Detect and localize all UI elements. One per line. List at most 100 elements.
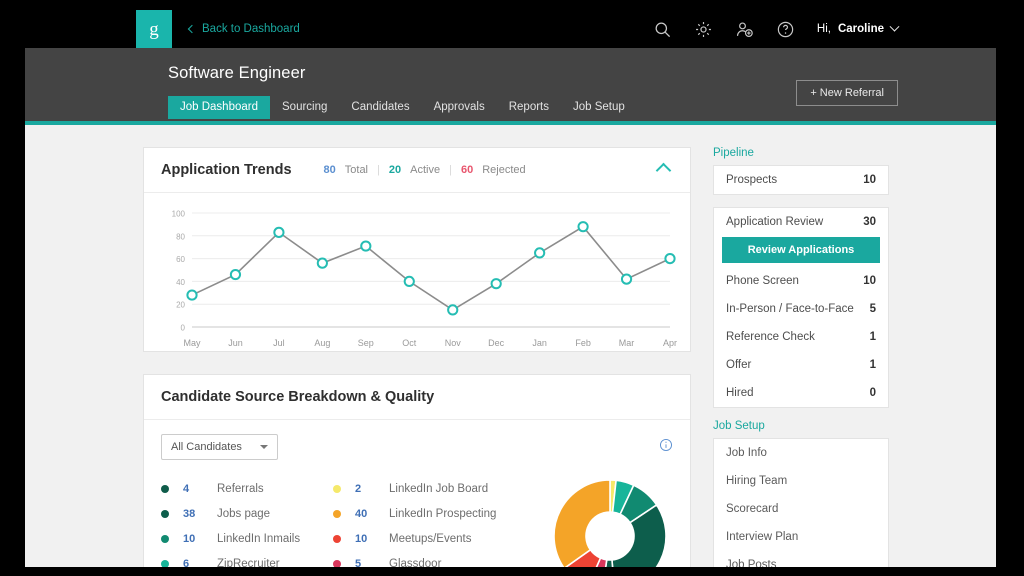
app-logo[interactable]: g (136, 10, 172, 48)
list-item[interactable]: 38 Jobs page (161, 501, 333, 526)
gear-icon[interactable] (694, 20, 713, 39)
stage-label: Phone Screen (726, 275, 799, 287)
svg-text:Dec: Dec (488, 338, 505, 348)
stage-count: 1 (869, 331, 876, 343)
topbar-actions: Hi, Caroline (653, 20, 900, 39)
stat-total-value: 80 (323, 164, 336, 176)
sidebar-item-offer[interactable]: Offer 1 (714, 351, 888, 379)
sidebar-item-job-posts[interactable]: Job Posts (726, 559, 777, 567)
application-trends-title: Application Trends (161, 162, 292, 178)
tab-approvals[interactable]: Approvals (433, 101, 485, 113)
stat-rejected-value: 60 (460, 164, 474, 176)
back-to-dashboard-label: Back to Dashboard (202, 23, 300, 35)
list-item[interactable]: 2 LinkedIn Job Board (333, 476, 505, 501)
stat-separator-2: | (449, 164, 452, 176)
svg-text:Jan: Jan (532, 338, 547, 348)
svg-text:Oct: Oct (402, 338, 417, 348)
source-legend-left: 4 Referrals 38 Jobs page (161, 476, 333, 567)
svg-text:80: 80 (176, 232, 185, 241)
sidebar-item-hiring-team[interactable]: Hiring Team (726, 475, 788, 487)
donut-chart-svg (553, 479, 667, 567)
source-legend-right: 2 LinkedIn Job Board 40 LinkedIn Prospec… (333, 476, 505, 567)
stage-count: 5 (869, 303, 876, 315)
source-legend: 4 Referrals 38 Jobs page (161, 476, 547, 567)
legend-color-dot (333, 534, 341, 543)
legend-label: LinkedIn Inmails (217, 532, 301, 545)
greeting-prefix: Hi, (816, 23, 831, 35)
prospects-count: 10 (863, 174, 876, 186)
stat-total-label: Total (344, 164, 369, 176)
tab-job-setup[interactable]: Job Setup (573, 101, 625, 113)
stage-count: 0 (869, 387, 876, 399)
legend-color-dot (161, 509, 169, 518)
add-person-icon[interactable] (735, 20, 754, 39)
list-item[interactable]: 6 ZipRecruiter (161, 551, 333, 567)
svg-text:60: 60 (176, 255, 185, 264)
stage-count: 10 (863, 275, 876, 287)
legend-color-dot (161, 534, 169, 543)
prospects-label: Prospects (726, 174, 778, 186)
legend-value: 10 (183, 532, 196, 545)
list-item[interactable]: 10 LinkedIn Inmails (161, 526, 333, 551)
legend-label: Referrals (217, 482, 264, 495)
sidebar-item-scorecard[interactable]: Scorecard (726, 503, 779, 515)
stage-count: 1 (869, 359, 876, 371)
sidebar: Pipeline Prospects 10 Application Review… (713, 147, 889, 567)
legend-value: 40 (355, 507, 368, 520)
tab-reports[interactable]: Reports (508, 101, 549, 113)
svg-text:Aug: Aug (314, 338, 330, 348)
candidate-filter-select[interactable]: All Candidates (161, 434, 278, 460)
legend-label: LinkedIn Prospecting (389, 507, 497, 520)
tab-job-dashboard[interactable]: Job Dashboard (168, 96, 270, 119)
job-nav-tabs: Job Dashboard Sourcing Candidates Approv… (168, 96, 996, 119)
tab-candidates[interactable]: Candidates (351, 101, 410, 113)
application-trends-chart: 0 20 40 60 80 100 May Jun Jul Aug Sep Oct Nov Dec Jan F… (144, 193, 690, 351)
list-item[interactable]: 10 Meetups/Events (333, 526, 505, 551)
sidebar-item-hired[interactable]: Hired 0 (714, 379, 888, 407)
svg-text:40: 40 (176, 278, 185, 287)
legend-value: 38 (183, 507, 196, 520)
help-icon[interactable] (776, 20, 795, 39)
svg-text:Feb: Feb (575, 338, 591, 348)
global-topbar: g Back to Dashboard (25, 10, 996, 48)
list-item[interactable]: 5 Glassdoor (333, 551, 505, 567)
info-icon[interactable] (659, 438, 673, 452)
svg-text:20: 20 (176, 301, 185, 310)
candidate-source-card: Candidate Source Breakdown & Quality All… (143, 374, 691, 567)
search-icon[interactable] (653, 20, 672, 39)
sidebar-item-reference-check[interactable]: Reference Check 1 (714, 323, 888, 351)
logo-letter: g (149, 18, 159, 40)
sidebar-item-in-person[interactable]: In-Person / Face-to-Face 5 (714, 295, 888, 323)
user-menu[interactable]: Hi, Caroline (816, 21, 900, 35)
sidebar-item-phone-screen[interactable]: Phone Screen 10 (714, 267, 888, 295)
review-applications-button[interactable]: Review Applications (722, 237, 880, 263)
pipeline-stages-card: Application Review 30 Review Application… (713, 207, 889, 408)
legend-label: Glassdoor (389, 557, 442, 568)
stage-label: In-Person / Face-to-Face (726, 303, 854, 315)
svg-text:Jun: Jun (228, 338, 243, 348)
sidebar-item-job-info[interactable]: Job Info (726, 447, 767, 459)
chevron-left-icon (187, 24, 197, 34)
sidebar-item-prospects[interactable]: Prospects 10 (714, 166, 888, 194)
collapse-chevron-icon[interactable] (655, 162, 672, 178)
legend-value: 5 (355, 557, 362, 568)
stat-separator-1: | (377, 164, 380, 176)
stat-active-value: 20 (388, 164, 402, 176)
svg-text:0: 0 (181, 324, 186, 333)
sidebar-item-interview-plan[interactable]: Interview Plan (726, 531, 799, 543)
stage-label: Hired (726, 387, 754, 399)
job-setup-card: Job Info Hiring Team Scorecard Interview… (713, 438, 889, 567)
donut-slice[interactable] (553, 479, 611, 567)
new-referral-button[interactable]: + New Referral (796, 80, 898, 106)
legend-color-dot (333, 559, 341, 567)
donut-slice[interactable] (611, 503, 667, 567)
list-item[interactable]: 40 LinkedIn Prospecting (333, 501, 505, 526)
svg-text:Jul: Jul (273, 338, 285, 348)
main-column: Application Trends 80 Total | 20 Active … (143, 147, 691, 567)
tab-sourcing[interactable]: Sourcing (282, 101, 328, 113)
back-to-dashboard-link[interactable]: Back to Dashboard (187, 23, 300, 35)
legend-value: 2 (355, 482, 362, 495)
sidebar-item-application-review[interactable]: Application Review 30 (714, 208, 888, 236)
job-header: Software Engineer Job Dashboard Sourcing… (25, 48, 996, 125)
list-item[interactable]: 4 Referrals (161, 476, 333, 501)
